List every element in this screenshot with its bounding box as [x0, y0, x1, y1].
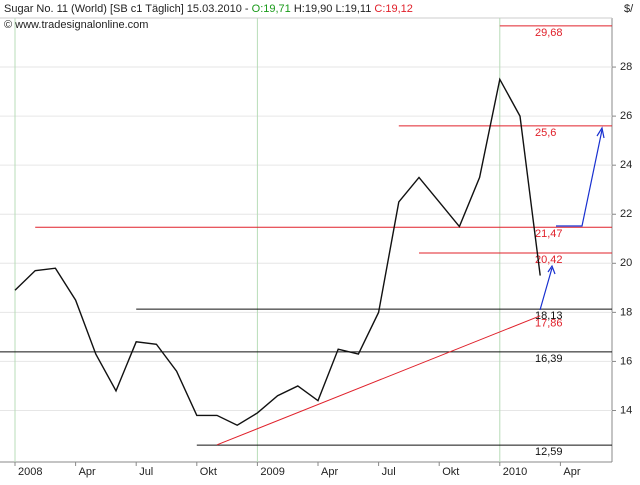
- level-label: 29,68: [535, 27, 563, 39]
- level-label: 18,13: [535, 310, 563, 322]
- y-tick-label: 20: [620, 257, 632, 269]
- arrow: [539, 267, 553, 311]
- x-tick-label: 2008: [18, 466, 42, 478]
- price-line: [14, 77, 541, 427]
- level-label: 16,39: [535, 353, 563, 365]
- trendline-label: 17,86: [535, 318, 563, 330]
- x-tick-label: 2010: [503, 466, 527, 478]
- y-tick-label: 24: [620, 159, 632, 171]
- instrument: Sugar No. 11 (World) [SB c1 Täglich] 15.…: [4, 3, 249, 15]
- level-label: 21,47: [535, 228, 563, 240]
- x-tick-label: Apr: [79, 466, 96, 478]
- trendline: [216, 315, 541, 446]
- y-tick-label: 18: [620, 306, 632, 318]
- level-label: 12,59: [535, 446, 563, 458]
- arrow: [556, 129, 603, 227]
- y-tick-label: 22: [620, 208, 632, 220]
- x-tick-label: Okt: [442, 466, 459, 478]
- x-tick-label: Okt: [200, 466, 217, 478]
- x-tick-label: 2009: [260, 466, 284, 478]
- y-tick-label: 26: [620, 110, 632, 122]
- x-tick-label: Jul: [382, 466, 396, 478]
- header: Sugar No. 11 (World) [SB c1 Täglich] 15.…: [4, 3, 413, 15]
- open-value: O:19,71: [252, 3, 291, 15]
- high-value: H:19,90: [294, 3, 333, 15]
- arrow-head: [547, 264, 556, 275]
- level-label: 25,6: [535, 127, 556, 139]
- arrows: [539, 126, 605, 311]
- y-tick-label: 16: [620, 355, 632, 367]
- y-tick-label: 14: [620, 404, 632, 416]
- x-tick-label: Apr: [563, 466, 580, 478]
- copyright: © www.tradesignalonline.com: [4, 19, 148, 31]
- close-value: C:19,12: [374, 3, 413, 15]
- arrow-head: [596, 126, 605, 139]
- x-tick-label: Jul: [139, 466, 153, 478]
- x-tick-label: Apr: [321, 466, 338, 478]
- y-tick-label: 28: [620, 61, 632, 73]
- y-unit: $/: [624, 3, 634, 15]
- low-value: L:19,11: [335, 3, 371, 15]
- level-label: 20,42: [535, 254, 563, 266]
